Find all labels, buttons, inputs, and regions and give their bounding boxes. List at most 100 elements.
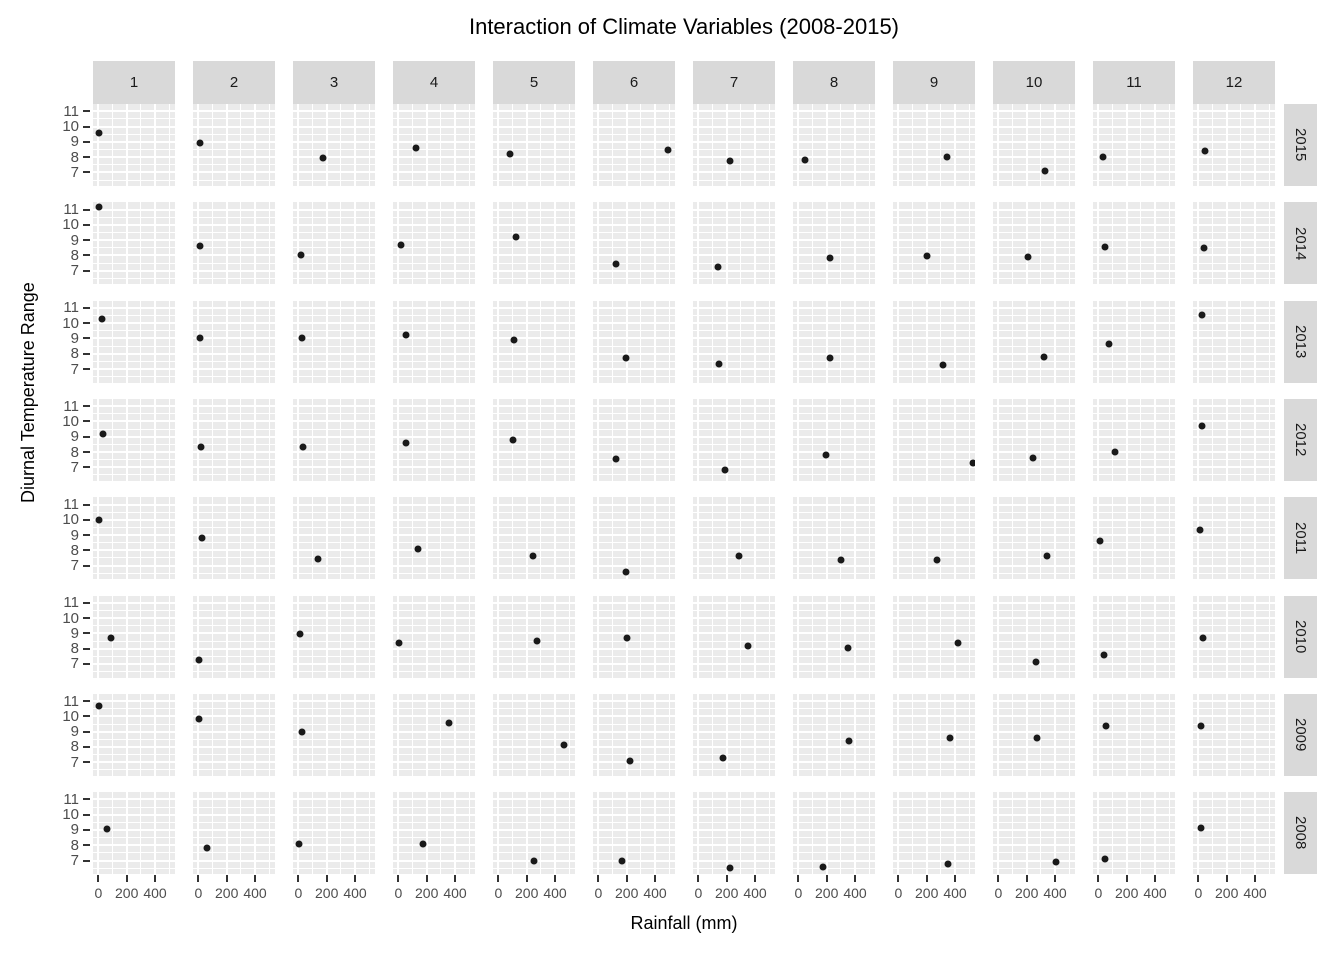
minor-gridline-horizontal (593, 609, 675, 611)
minor-gridline-vertical (940, 595, 942, 678)
facet-panel-2009-month-12 (1193, 693, 1275, 776)
major-gridline-horizontal (1193, 223, 1275, 226)
minor-gridline-vertical (312, 595, 314, 678)
major-gridline-horizontal (193, 761, 275, 764)
x-tick-mark (497, 875, 500, 883)
minor-gridline-vertical (1240, 300, 1242, 383)
minor-gridline-horizontal (1093, 640, 1175, 642)
major-gridline-vertical (1025, 792, 1028, 875)
major-gridline-vertical (1254, 792, 1257, 875)
minor-gridline-vertical (1140, 693, 1142, 776)
minor-gridline-horizontal (293, 360, 375, 362)
major-gridline-vertical (697, 398, 700, 481)
facet-panel-2010-month-7 (693, 595, 775, 678)
minor-gridline-horizontal (793, 511, 875, 513)
minor-gridline-vertical (112, 792, 114, 875)
major-gridline-vertical (97, 693, 100, 776)
major-gridline-vertical (1054, 300, 1057, 383)
major-gridline-horizontal (1093, 503, 1175, 506)
major-gridline-horizontal (293, 156, 375, 159)
major-gridline-vertical (997, 693, 1000, 776)
minor-gridline-horizontal (393, 262, 475, 264)
y-tick-label: 11 (63, 102, 79, 120)
major-gridline-horizontal (593, 451, 675, 454)
minor-gridline-horizontal (593, 428, 675, 430)
minor-gridline-vertical (640, 104, 642, 186)
major-gridline-horizontal (393, 171, 475, 174)
major-gridline-vertical (497, 398, 500, 481)
minor-gridline-vertical (1012, 497, 1014, 580)
x-tick-label: 200 (715, 885, 739, 902)
minor-gridline-horizontal (893, 655, 975, 657)
major-gridline-horizontal (1093, 254, 1175, 257)
minor-gridline-vertical (340, 497, 342, 580)
major-gridline-horizontal (893, 420, 975, 423)
minor-gridline-vertical (840, 300, 842, 383)
minor-gridline-horizontal (1093, 474, 1175, 476)
major-gridline-vertical (725, 202, 728, 285)
major-gridline-vertical (97, 104, 100, 186)
major-gridline-horizontal (393, 239, 475, 242)
major-gridline-vertical (554, 104, 557, 186)
y-tick-mark (83, 730, 90, 733)
y-tick-mark (83, 715, 90, 718)
major-gridline-horizontal (993, 798, 1075, 801)
minor-gridline-horizontal (1093, 277, 1175, 279)
minor-gridline-vertical (140, 300, 142, 383)
major-gridline-horizontal (293, 435, 375, 438)
major-gridline-horizontal (1093, 322, 1175, 325)
facet-panel-2015-month-2 (193, 104, 275, 186)
major-gridline-horizontal (993, 223, 1075, 226)
minor-gridline-horizontal (893, 118, 975, 120)
minor-gridline-horizontal (1093, 133, 1175, 135)
minor-gridline-horizontal (593, 723, 675, 725)
major-gridline-vertical (425, 693, 428, 776)
major-gridline-horizontal (793, 435, 875, 438)
data-point-2013-month-9 (939, 361, 947, 369)
minor-gridline-horizontal (493, 164, 575, 166)
minor-gridline-horizontal (793, 708, 875, 710)
major-gridline-vertical (554, 693, 557, 776)
major-gridline-horizontal (393, 420, 475, 423)
major-gridline-horizontal (893, 466, 975, 469)
major-gridline-vertical (954, 497, 957, 580)
minor-gridline-horizontal (893, 572, 975, 574)
major-gridline-vertical (454, 398, 457, 481)
minor-gridline-vertical (512, 693, 514, 776)
minor-gridline-vertical (1168, 104, 1170, 186)
major-gridline-vertical (354, 792, 357, 875)
major-gridline-vertical (1225, 792, 1228, 875)
minor-gridline-vertical (1112, 398, 1114, 481)
minor-gridline-horizontal (693, 708, 775, 710)
major-gridline-horizontal (893, 110, 975, 113)
minor-gridline-horizontal (593, 754, 675, 756)
major-gridline-horizontal (193, 337, 275, 340)
major-gridline-horizontal (693, 156, 775, 159)
major-gridline-vertical (825, 202, 828, 285)
major-gridline-vertical (154, 398, 157, 481)
minor-gridline-horizontal (793, 474, 875, 476)
minor-gridline-horizontal (1093, 247, 1175, 249)
minor-gridline-horizontal (893, 376, 975, 378)
minor-gridline-horizontal (893, 708, 975, 710)
x-tick-mark (625, 875, 628, 883)
minor-gridline-vertical (940, 497, 942, 580)
y-tick-mark (83, 208, 90, 211)
minor-gridline-vertical (768, 693, 770, 776)
facet-panel-2012-month-4 (393, 398, 475, 481)
facet-panel-2011-month-11 (1093, 497, 1175, 580)
major-gridline-vertical (425, 595, 428, 678)
major-gridline-vertical (454, 300, 457, 383)
minor-gridline-horizontal (593, 315, 675, 317)
minor-gridline-horizontal (593, 360, 675, 362)
minor-gridline-horizontal (793, 277, 875, 279)
minor-gridline-horizontal (193, 738, 275, 740)
minor-gridline-horizontal (393, 345, 475, 347)
major-gridline-horizontal (1193, 518, 1275, 521)
minor-gridline-horizontal (293, 118, 375, 120)
minor-gridline-vertical (1068, 497, 1070, 580)
x-tick-mark (354, 875, 357, 883)
minor-gridline-horizontal (393, 216, 475, 218)
minor-gridline-horizontal (593, 867, 675, 869)
minor-gridline-horizontal (893, 413, 975, 415)
